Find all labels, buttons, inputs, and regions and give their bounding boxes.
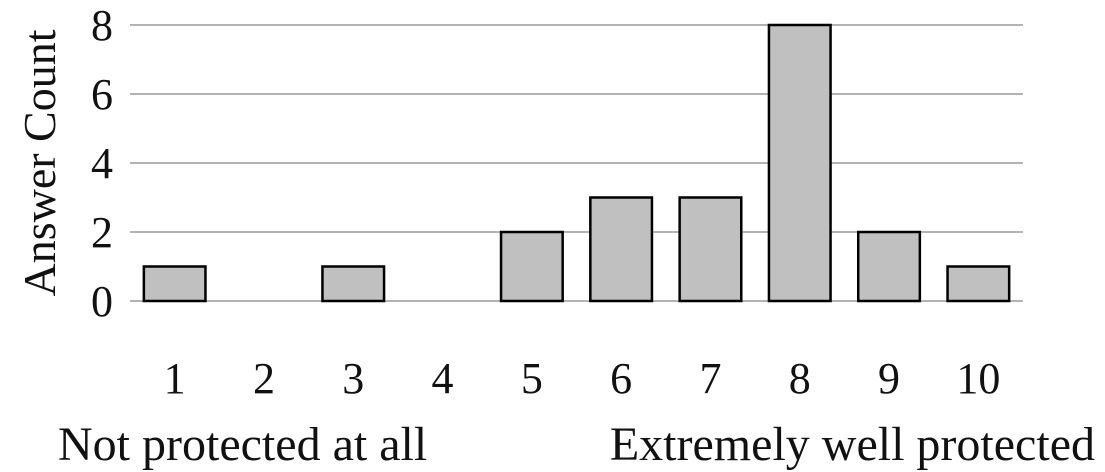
x-tick-label: 8 [789, 354, 811, 403]
bar-8 [767, 23, 832, 303]
x-tick-label: 10 [956, 354, 1000, 403]
y-tick-labels: 0 2 4 6 8 [91, 1, 113, 326]
y-tick-label: 2 [91, 208, 113, 257]
x-tick-label: 6 [610, 354, 632, 403]
bar-5 [499, 230, 564, 303]
y-axis-label: Answer Count [14, 29, 65, 296]
y-tick-label: 6 [91, 70, 113, 119]
x-tick-label: 5 [521, 354, 543, 403]
x-tick-label: 3 [342, 354, 364, 403]
y-tick-label: 8 [91, 1, 113, 50]
bar-3 [321, 265, 386, 303]
x-tick-label: 7 [699, 354, 721, 403]
bar-6 [589, 196, 654, 303]
x-tick-labels: 1 2 3 4 5 6 7 8 9 10 [164, 354, 1001, 403]
y-tick-label: 4 [91, 139, 113, 188]
bar-10 [946, 265, 1011, 303]
bar-7 [678, 196, 743, 303]
x-tick-label: 9 [878, 354, 900, 403]
y-tick-label: 0 [91, 277, 113, 326]
scale-high-label: Extremely well protected [610, 418, 1095, 471]
bar-9 [856, 230, 922, 303]
bars [142, 23, 1011, 303]
x-tick-label: 1 [164, 354, 186, 403]
scale-low-label: Not protected at all [58, 418, 427, 471]
x-tick-label: 2 [253, 354, 275, 403]
bar-1 [142, 265, 207, 303]
x-tick-label: 4 [432, 354, 454, 403]
